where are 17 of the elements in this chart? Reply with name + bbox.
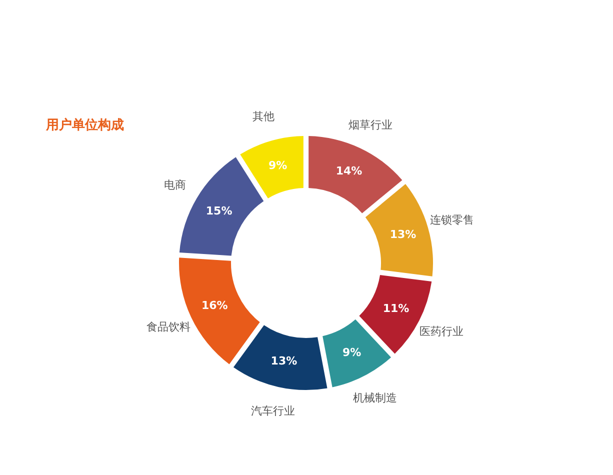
slice-label: 机械制造 bbox=[353, 391, 398, 404]
data-label: 9% bbox=[268, 159, 288, 172]
data-label: 16% bbox=[201, 299, 228, 312]
slice-label: 电商 bbox=[164, 178, 186, 192]
slice-label: 连锁零售 bbox=[430, 214, 474, 227]
text: 用户单位构成 bbox=[45, 117, 124, 133]
slice-label: 食品饮料 bbox=[146, 320, 190, 334]
slice-label: 医药行业 bbox=[419, 325, 464, 338]
data-label: 11% bbox=[382, 302, 410, 315]
data-label: 13% bbox=[270, 354, 298, 368]
slice-label: 汽车行业 bbox=[250, 404, 295, 418]
data-label: 14% bbox=[336, 164, 362, 178]
slice-label: 烟草行业 bbox=[348, 118, 393, 132]
data-label: 13% bbox=[390, 228, 416, 241]
data-label: 15% bbox=[206, 204, 232, 218]
slice-label: 其他 bbox=[252, 110, 275, 124]
data-label: 9% bbox=[342, 346, 362, 359]
